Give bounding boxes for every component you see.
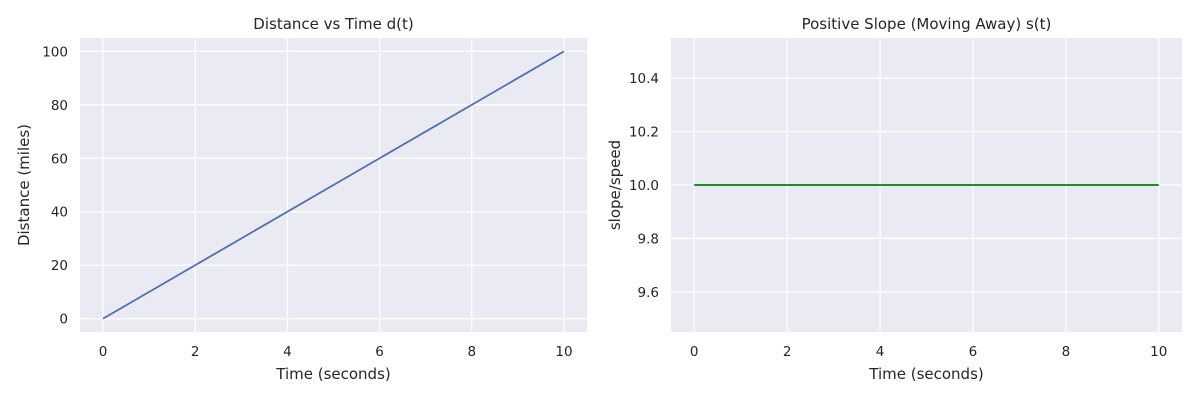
y-tick-label: 60	[51, 151, 68, 167]
chart-panel-slope: 0 2 4 6 8 10 9.6 9.8 10.0 10.2 10.4 Positive Slope …	[606, 15, 1182, 383]
y-tick-label: 9.6	[638, 285, 659, 301]
y-tick-label: 10.4	[629, 71, 659, 87]
x-tick-label: 4	[283, 344, 292, 360]
x-axis-label: Time (seconds)	[868, 365, 984, 383]
y-tick-label: 80	[51, 98, 68, 114]
x-tick-label: 8	[1062, 344, 1071, 360]
y-tick-label: 0	[59, 312, 68, 328]
x-tick-label: 0	[99, 344, 108, 360]
series-line	[102, 50, 565, 320]
y-tick-label: 10.0	[629, 178, 659, 194]
y-axis-label: slope/speed	[606, 140, 624, 230]
y-tick-label: 9.8	[638, 231, 659, 247]
x-tick-label: 4	[876, 344, 885, 360]
y-tick-label: 10.2	[629, 125, 659, 141]
x-tick-label: 6	[375, 344, 384, 360]
x-tick-label: 10	[555, 344, 572, 360]
x-tick-label: 10	[1150, 344, 1167, 360]
x-tick-label: 0	[690, 344, 699, 360]
y-tick-label: 40	[51, 205, 68, 221]
chart-title: Positive Slope (Moving Away) s(t)	[802, 15, 1052, 33]
x-tick-label: 8	[467, 344, 476, 360]
x-tick-label: 2	[783, 344, 792, 360]
y-axis-label: Distance (miles)	[15, 124, 33, 246]
y-tick-label: 100	[42, 44, 68, 60]
x-tick-label: 6	[969, 344, 978, 360]
chart-title: Distance vs Time d(t)	[253, 15, 413, 33]
x-tick-label: 2	[191, 344, 200, 360]
y-tick-label: 20	[51, 258, 68, 274]
x-axis-label: Time (seconds)	[275, 365, 391, 383]
